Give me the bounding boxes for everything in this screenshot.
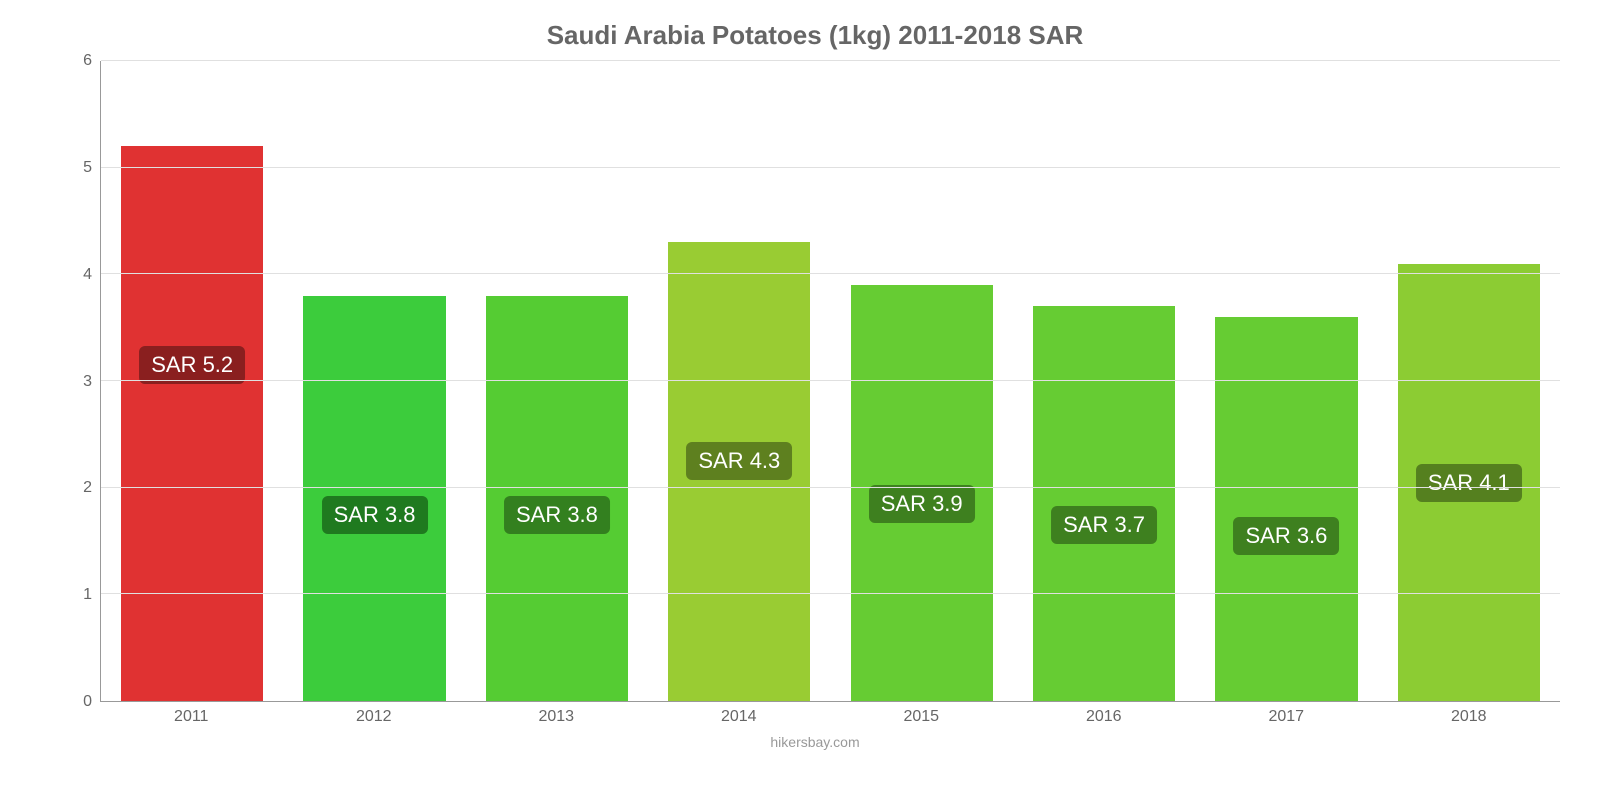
y-tick: 0	[83, 693, 92, 711]
y-tick: 4	[83, 266, 92, 284]
bar: SAR 3.9	[851, 285, 993, 701]
x-tick: 2017	[1195, 708, 1378, 726]
y-tick: 5	[83, 159, 92, 177]
grid-line	[101, 593, 1560, 594]
bar-slot: SAR 3.8	[283, 61, 465, 701]
attribution: hikersbay.com	[70, 734, 1560, 750]
y-tick: 6	[83, 52, 92, 70]
x-tick: 2014	[648, 708, 831, 726]
bar-value-label: SAR 3.9	[869, 485, 975, 523]
bar-slot: SAR 4.3	[648, 61, 830, 701]
plot-wrapper: 0123456 SAR 5.2SAR 3.8SAR 3.8SAR 4.3SAR …	[70, 61, 1560, 702]
grid-line	[101, 273, 1560, 274]
bar: SAR 3.8	[303, 296, 445, 701]
bar-slot: SAR 4.1	[1378, 61, 1560, 701]
plot-area: SAR 5.2 SAR 3.8 SAR 3.8 SAR 4.3 SAR 3.9 SAR 3…	[100, 61, 1560, 702]
bar: SAR 4.1	[1398, 264, 1540, 701]
grid-line	[101, 60, 1560, 61]
bar-slot: SAR 5.2	[101, 61, 283, 701]
bar: SAR 3.6	[1215, 317, 1357, 701]
bar: SAR 5.2	[121, 146, 263, 701]
chart-container: Saudi Arabia Potatoes (1kg) 2011-2018 SA…	[0, 0, 1600, 800]
bar-slot: SAR 3.8	[466, 61, 648, 701]
bar-slot: SAR 3.7	[1013, 61, 1195, 701]
grid-line	[101, 487, 1560, 488]
bar-value-label: SAR 3.7	[1051, 506, 1157, 544]
bar-value-label: SAR 4.3	[686, 442, 792, 480]
y-tick: 2	[83, 479, 92, 497]
grid-line	[101, 380, 1560, 381]
y-tick: 3	[83, 373, 92, 391]
chart-title: Saudi Arabia Potatoes (1kg) 2011-2018 SA…	[70, 20, 1560, 51]
bars-group: SAR 5.2 SAR 3.8 SAR 3.8 SAR 4.3 SAR 3.9 SAR 3…	[101, 61, 1560, 701]
x-axis: 20112012201320142015201620172018	[70, 708, 1560, 726]
bar: SAR 3.8	[486, 296, 628, 701]
x-tick: 2011	[100, 708, 283, 726]
x-tick: 2018	[1378, 708, 1561, 726]
x-tick: 2012	[283, 708, 466, 726]
bar-value-label: SAR 3.6	[1233, 517, 1339, 555]
grid-line	[101, 167, 1560, 168]
bar-value-label: SAR 5.2	[139, 346, 245, 384]
bar-slot: SAR 3.6	[1195, 61, 1377, 701]
x-tick: 2015	[830, 708, 1013, 726]
y-axis: 0123456	[70, 61, 100, 702]
bar-value-label: SAR 4.1	[1416, 464, 1522, 502]
bar-value-label: SAR 3.8	[504, 496, 610, 534]
y-tick: 1	[83, 586, 92, 604]
bar: SAR 4.3	[668, 242, 810, 701]
x-tick: 2013	[465, 708, 648, 726]
bar-slot: SAR 3.9	[831, 61, 1013, 701]
x-tick: 2016	[1013, 708, 1196, 726]
bar-value-label: SAR 3.8	[322, 496, 428, 534]
bar: SAR 3.7	[1033, 306, 1175, 701]
